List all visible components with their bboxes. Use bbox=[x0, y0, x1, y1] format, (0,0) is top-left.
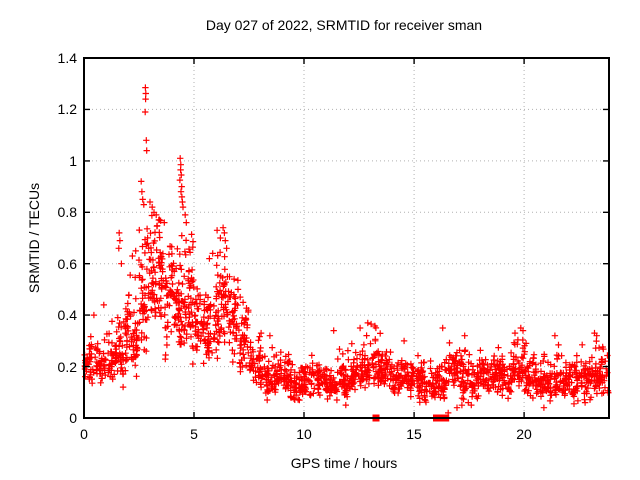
y-tick-label: 0.8 bbox=[57, 204, 77, 221]
y-tick-label: 0.6 bbox=[57, 255, 77, 272]
plot-border bbox=[83, 57, 610, 419]
y-tick-label: 0.2 bbox=[57, 358, 77, 375]
y-axis-label: SRMTID / TECUs bbox=[26, 182, 42, 294]
x-tick-label: 20 bbox=[516, 426, 532, 442]
grid-lines bbox=[84, 58, 609, 418]
scatter-points bbox=[81, 84, 612, 417]
tick-marks bbox=[83, 57, 609, 419]
y-tick-label: 0 bbox=[69, 410, 77, 426]
x-tick-label: 10 bbox=[296, 426, 312, 442]
y-tick-label: 1.2 bbox=[57, 101, 77, 118]
x-tick-label: 5 bbox=[190, 426, 198, 442]
x-tick-label: 0 bbox=[80, 426, 88, 442]
y-tick-label: 1.4 bbox=[57, 50, 77, 66]
chart-title: Day 027 of 2022, SRMTID for receiver sma… bbox=[205, 17, 483, 33]
y-tick-label: 0.4 bbox=[57, 307, 77, 324]
x-axis-label: GPS time / hours bbox=[290, 455, 398, 471]
y-tick-label: 1 bbox=[69, 152, 77, 169]
x-tick-label: 15 bbox=[406, 426, 422, 442]
